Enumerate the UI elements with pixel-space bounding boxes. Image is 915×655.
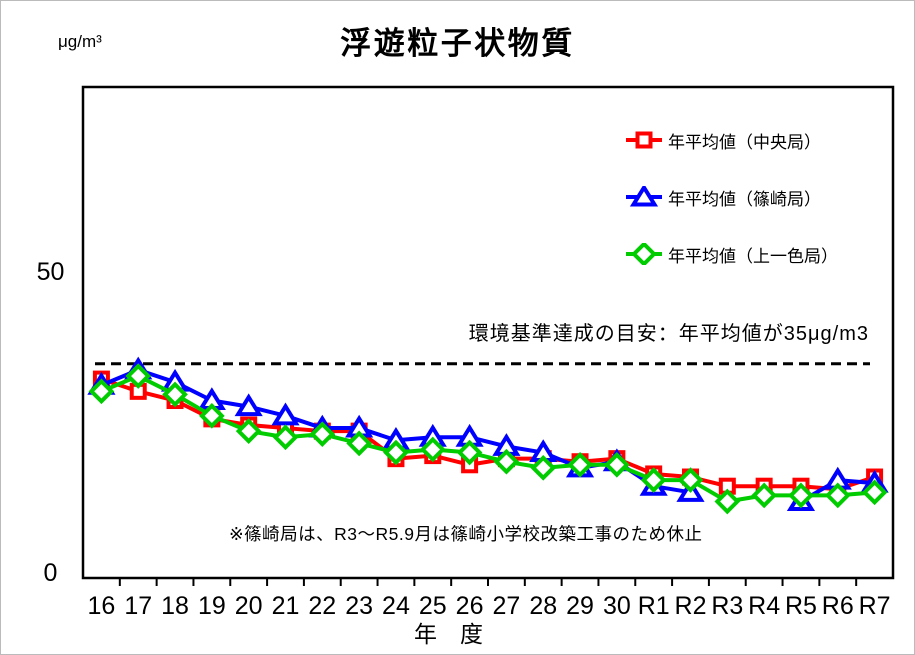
legend-label-kamiisshiki: 年平均値（上一色局） (668, 246, 838, 266)
legend: 年平均値（中央局） 年平均値（篠崎局） 年平均値（上一色局） (625, 129, 838, 300)
x-tick-label: 20 (235, 592, 263, 620)
x-tick-label: 16 (88, 592, 116, 620)
diamond-marker (677, 467, 704, 493)
diamond-marker (199, 402, 225, 429)
diamond-marker (751, 482, 777, 509)
series-kamiisshiki (88, 363, 888, 515)
diamond-marker (493, 448, 520, 475)
legend-label-shinozaki: 年平均値（篠崎局） (668, 189, 821, 209)
y-tick-label-50: 50 (36, 258, 65, 286)
triangle-marker (629, 186, 659, 207)
standard-reference-annotation: 環境基準達成の目安：年平均値が35μg/m3 (468, 323, 869, 345)
triangle-marker (271, 402, 300, 426)
chart-title: 浮遊粒子状物質 (340, 26, 575, 61)
x-tick-label: R1 (638, 592, 670, 620)
diamond-marker (824, 482, 851, 509)
legend-entry-shinozaki: 年平均値（篠崎局） (625, 186, 838, 209)
legend-marker-diamond-icon (626, 243, 662, 265)
x-tick-label: 21 (272, 592, 300, 620)
x-tick-label: 29 (566, 592, 594, 620)
diamond-marker (861, 479, 888, 506)
y-tick-label-0: 0 (43, 559, 58, 587)
x-tick-label: 30 (603, 592, 631, 620)
diamond-marker (235, 418, 262, 444)
x-tick-label: 28 (529, 592, 557, 620)
diamond-marker (125, 363, 152, 389)
square-marker (635, 131, 653, 149)
diamond-marker (456, 439, 483, 466)
diamond-marker (788, 482, 814, 509)
diamond-marker (272, 424, 299, 451)
legend-marker-square-icon (626, 131, 662, 149)
y-axis-unit-label: μg/m³ (58, 32, 102, 51)
diamond-marker (567, 451, 593, 478)
x-axis-title: 年 度 (414, 621, 483, 647)
x-tick-label: 26 (456, 592, 484, 620)
diamond-marker (162, 381, 188, 408)
x-tick-label: 23 (345, 592, 373, 620)
x-tick-label: R7 (859, 592, 891, 620)
triangle-marker (234, 393, 263, 417)
x-tick-label: 17 (124, 592, 152, 620)
series-line (99, 377, 877, 492)
x-tick-label: R4 (748, 592, 780, 620)
x-tick-label: 19 (198, 592, 226, 620)
legend-label-chuo: 年平均値（中央局） (668, 132, 821, 152)
diamond-marker (419, 436, 446, 463)
x-tick-label: 25 (419, 592, 447, 620)
x-tick-label: 24 (382, 592, 410, 620)
diamond-marker (346, 430, 372, 457)
x-tick-label: R2 (675, 592, 707, 620)
diamond-marker (383, 439, 409, 466)
diamond-marker (530, 455, 557, 481)
x-tick-label: R3 (711, 592, 743, 620)
diamond-marker (604, 451, 630, 478)
diamond-marker (640, 467, 667, 493)
x-tick-label: R6 (822, 592, 854, 620)
x-tick-label: 18 (161, 592, 189, 620)
x-tick-label: 27 (493, 592, 521, 620)
diamond-marker (714, 488, 741, 515)
suspension-footnote: ※篠崎局は、R3～R5.9月は篠崎小学校改築工事のため休止 (229, 524, 703, 544)
series-line (99, 374, 877, 504)
legend-marker-triangle-icon (626, 186, 662, 207)
x-tick-label: 22 (308, 592, 336, 620)
diamond-marker (88, 378, 115, 405)
diamond-marker (309, 421, 336, 448)
legend-entry-chuo: 年平均値（中央局） (625, 129, 838, 152)
x-tick-label: R5 (785, 592, 817, 620)
diamond-marker (631, 243, 657, 265)
legend-entry-kamiisshiki: 年平均値（上一色局） (625, 243, 838, 266)
